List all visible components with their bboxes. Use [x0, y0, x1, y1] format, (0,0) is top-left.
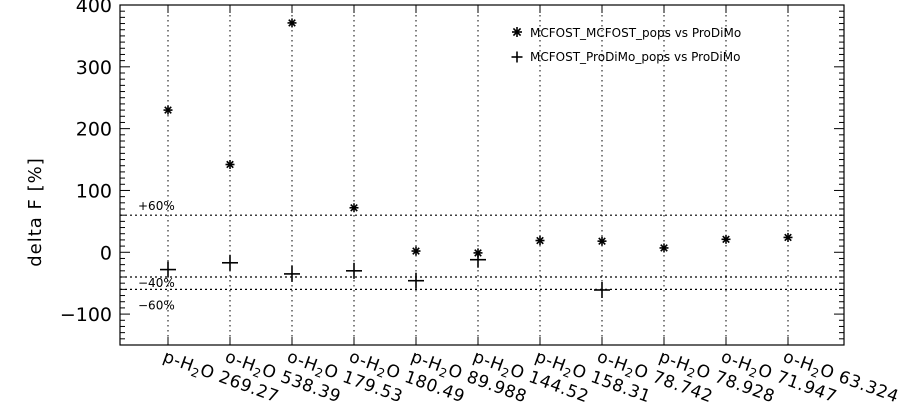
- y-tick-label: 0: [100, 242, 112, 264]
- data-point-asterisk: [597, 236, 607, 246]
- legend-item-2: MCFOST_ProDiMo_pops vs ProDiMo: [511, 50, 740, 64]
- plot-frame: [119, 4, 845, 346]
- data-point-plus: [222, 254, 238, 271]
- data-point-asterisk: [659, 243, 669, 253]
- data-point-asterisk: [349, 203, 359, 213]
- reference-line-label: −40%: [138, 276, 175, 290]
- y-tick-label: −100: [60, 304, 112, 326]
- y-tick-label: 400: [76, 0, 112, 17]
- data-point-plus: [284, 265, 300, 282]
- data-point-plus: [346, 262, 362, 279]
- data-point-asterisk: [287, 18, 297, 28]
- y-tick-label: 200: [76, 119, 112, 141]
- legend-marker-plus: [511, 51, 523, 63]
- y-tick-label: 300: [76, 57, 112, 79]
- data-point-asterisk: [225, 159, 235, 169]
- data-point-plus: [594, 281, 610, 298]
- legend-label-1: MCFOST_MCFOST_pops vs ProDiMo: [530, 26, 741, 40]
- legend: MCFOST_MCFOST_pops vs ProDiMo MCFOST_Pro…: [511, 26, 741, 64]
- y-axis-label: delta F [%]: [25, 157, 46, 267]
- reference-line-label: −60%: [138, 298, 175, 312]
- legend-marker-asterisk: [512, 27, 522, 37]
- legend-plus-glyph: [511, 51, 523, 63]
- reference-line-label: +60%: [138, 199, 175, 213]
- y-tick-label: 100: [76, 180, 112, 202]
- legend-label-2: MCFOST_ProDiMo_pops vs ProDiMo: [530, 50, 740, 64]
- data-point-asterisk: [721, 234, 731, 244]
- legend-asterisk-glyph: [512, 27, 522, 37]
- data-point-plus: [160, 261, 176, 278]
- legend-item-1: MCFOST_MCFOST_pops vs ProDiMo: [512, 26, 741, 40]
- data-point-asterisk: [163, 105, 173, 115]
- data-point-asterisk: [535, 236, 545, 246]
- data-point-plus: [408, 272, 424, 289]
- data-point-plus: [470, 251, 486, 268]
- data-point-asterisk: [783, 232, 793, 242]
- data-point-asterisk: [411, 246, 421, 256]
